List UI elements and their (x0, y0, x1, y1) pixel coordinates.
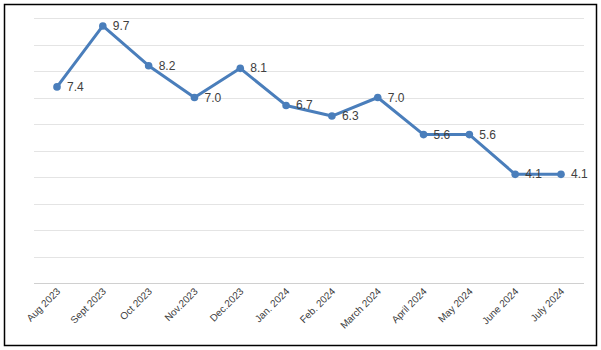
point-marker (328, 112, 336, 120)
chart-svg: Aug 2023Sept 2023 Oct 2023Nov.2023Dec.202… (0, 0, 601, 350)
grid-line (34, 151, 584, 152)
point-marker (53, 83, 61, 91)
point-marker (466, 131, 474, 139)
point-marker (191, 94, 199, 102)
grid-line (34, 204, 584, 205)
point-marker (282, 102, 290, 110)
grid-line (34, 45, 584, 46)
data-label: 4.1 (571, 167, 588, 181)
point-marker (236, 65, 244, 73)
x-tick-label: May 2024 (436, 285, 475, 324)
grid-line (34, 257, 584, 258)
chart-container: Aug 2023Sept 2023 Oct 2023Nov.2023Dec.202… (0, 0, 601, 350)
grid-line (34, 71, 584, 72)
data-label: 7.0 (204, 91, 221, 105)
x-tick-label: Nov.2023 (162, 285, 200, 323)
x-tick-label: July 2024 (528, 285, 566, 323)
x-tick-label: Sept 2023 (68, 285, 108, 325)
data-label: 5.6 (479, 128, 496, 142)
data-label: 5.6 (434, 128, 451, 142)
chart-frame (5, 5, 597, 346)
data-label: 7.4 (67, 80, 84, 94)
data-label: 9.7 (113, 19, 130, 33)
data-label: 8.2 (159, 59, 176, 73)
data-label: 7.0 (388, 91, 405, 105)
grid-line (34, 124, 584, 125)
grid-line (34, 177, 584, 178)
grid-line (34, 283, 584, 284)
point-marker (99, 22, 107, 30)
x-tick-label: March 2024 (338, 285, 383, 330)
point-marker (557, 171, 565, 179)
x-tick-label: Oct 2023 (118, 285, 155, 322)
x-tick-label: April 2024 (389, 285, 429, 325)
grid-line (34, 230, 584, 231)
data-label: 6.3 (342, 109, 359, 123)
x-tick-label: Jan. 2024 (253, 285, 292, 324)
series-line (57, 26, 561, 174)
x-tick-label: Dec.2023 (208, 285, 246, 323)
x-tick-label: Feb. 2024 (298, 285, 338, 325)
x-tick-label: Aug 2023 (24, 285, 62, 323)
x-tick-label: June 2024 (480, 285, 521, 326)
point-marker (145, 62, 153, 70)
point-marker (511, 171, 519, 179)
point-marker (420, 131, 428, 139)
data-group (53, 22, 565, 178)
point-marker (374, 94, 382, 102)
data-label: 8.1 (250, 61, 267, 75)
data-label: 6.7 (296, 98, 313, 112)
data-label: 4.1 (525, 167, 542, 181)
